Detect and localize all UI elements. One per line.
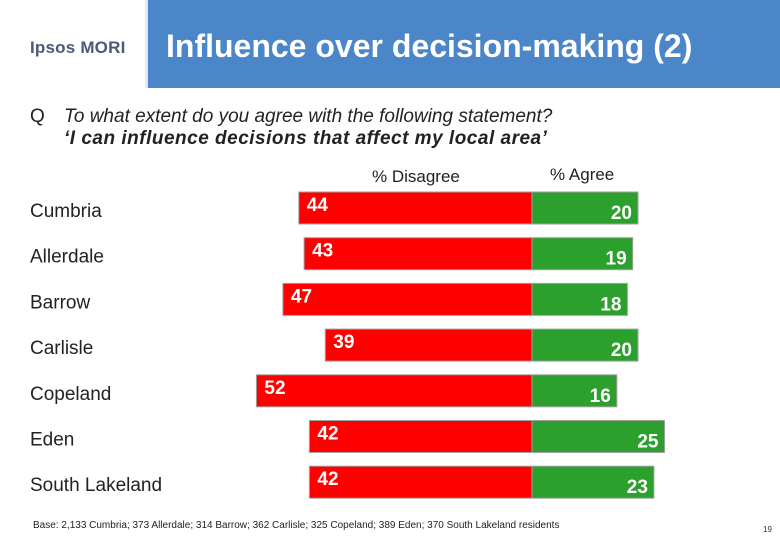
agree-bar: [531, 237, 634, 271]
question-letter: Q: [30, 106, 45, 127]
agree-value-label: 25: [637, 432, 659, 453]
ipsos-mori-logo: Ipsos MORI: [30, 38, 126, 57]
agree-bar: [531, 328, 639, 362]
category-label: Copeland: [30, 384, 111, 405]
disagree-value-label: 43: [312, 241, 333, 262]
page-title: Influence over decision-making (2): [166, 28, 693, 64]
legend-disagree: % Disagree: [372, 167, 460, 186]
disagree-value-label: 42: [317, 424, 338, 445]
agree-bar: [531, 374, 618, 408]
agree-value-label: 16: [590, 386, 611, 407]
agree-value-label: 20: [611, 340, 632, 361]
disagree-value-label: 52: [264, 378, 285, 399]
question-text: To what extent do you agree with the fol…: [64, 106, 553, 127]
base-note: Base: 2,133 Cumbria; 373 Allerdale; 314 …: [33, 520, 560, 531]
agree-value-label: 19: [606, 249, 627, 270]
page-number: 19: [763, 525, 772, 534]
category-label: Eden: [30, 430, 74, 451]
disagree-bar: [282, 282, 533, 316]
logo-area: Ipsos MORI: [0, 0, 145, 88]
disagree-bar: [308, 420, 533, 453]
diverging-bar-chart: % Disagree % Agree Cumbria 44 20 Allerdale 43 1…: [30, 165, 665, 499]
disagree-value-label: 42: [317, 469, 338, 490]
category-label: Allerdale: [30, 247, 104, 268]
agree-value-label: 20: [611, 203, 632, 224]
disagree-value-label: 44: [307, 195, 329, 216]
agree-bar: [531, 282, 628, 316]
disagree-value-label: 47: [291, 286, 312, 307]
legend-agree: % Agree: [550, 165, 614, 184]
disagree-bar: [298, 191, 533, 225]
disagree-bar: [324, 328, 533, 362]
disagree-value-label: 39: [333, 332, 354, 353]
disagree-bar: [303, 237, 533, 271]
disagree-bar: [308, 465, 533, 499]
agree-bar: [531, 420, 665, 453]
category-label: South Lakeland: [30, 475, 162, 496]
category-label: Cumbria: [30, 201, 102, 222]
agree-value-label: 23: [627, 477, 648, 498]
disagree-bar: [255, 374, 533, 408]
category-label: Carlisle: [30, 338, 93, 359]
question-statement: ‘I can influence decisions that affect m…: [64, 128, 548, 149]
agree-bar: [531, 191, 639, 225]
title-bar: Influence over decision-making (2): [145, 0, 780, 88]
agree-value-label: 18: [600, 294, 621, 315]
agree-bar: [531, 465, 655, 499]
category-label: Barrow: [30, 292, 90, 313]
